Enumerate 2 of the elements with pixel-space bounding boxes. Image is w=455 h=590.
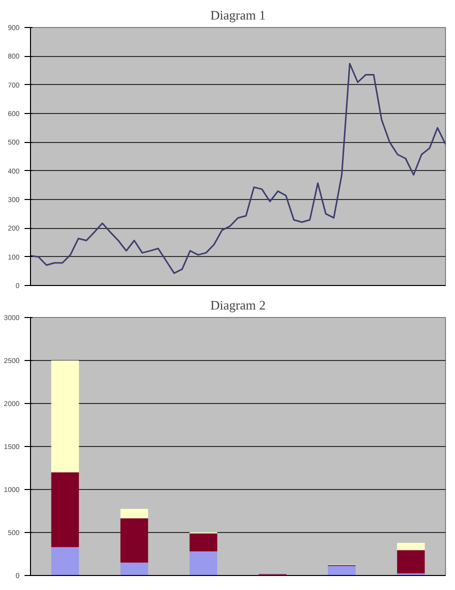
chart-title: Diagram 1 xyxy=(210,8,266,22)
chart-title: Diagram 2 xyxy=(210,298,266,312)
